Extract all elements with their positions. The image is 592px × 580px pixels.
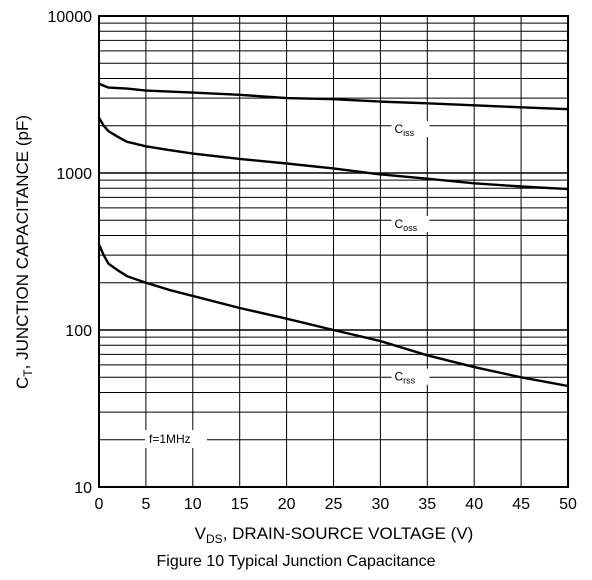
- series-label-bg: [391, 121, 430, 138]
- x-tick-label: 25: [325, 496, 343, 513]
- y-tick-labels: 10 100 1000 10000: [48, 9, 93, 497]
- y-axis-title-main: C: [13, 377, 32, 389]
- grid-lines: [99, 16, 568, 487]
- series-label-bg: [391, 368, 430, 385]
- frequency-note-text: f=1MHz: [149, 432, 191, 446]
- series-line-ciss: [97, 82, 570, 111]
- x-axis-title-rest: , DRAIN-SOURCE VOLTAGE (V): [223, 524, 474, 543]
- x-tick-label: 50: [559, 496, 577, 513]
- y-tick-label: 10: [74, 480, 92, 497]
- x-tick-labels: 0 5 10 15 20 25 30 35 40 45 50: [95, 496, 577, 513]
- series-label-coss: Coss: [394, 217, 417, 233]
- x-tick-label: 40: [465, 496, 483, 513]
- x-tick-label: 35: [418, 496, 436, 513]
- y-tick-label: 100: [65, 323, 92, 340]
- x-axis-title: VDS, DRAIN-SOURCE VOLTAGE (V): [195, 524, 474, 546]
- series-line-coss: [97, 116, 570, 191]
- x-tick-label: 5: [141, 496, 150, 513]
- plot-frame: [98, 15, 569, 488]
- x-tick-label: 15: [231, 496, 249, 513]
- capacitance-chart: 0 5 10 15 20 25 30 35 40 45 50 10 100 1000 10000 Ciss…: [13, 9, 577, 546]
- figure-caption: Figure 10 Typical Junction Capacitance: [156, 553, 436, 570]
- series-line-crss: [97, 243, 570, 388]
- x-tick-label: 30: [372, 496, 390, 513]
- series-label-bg: [391, 215, 430, 232]
- series-curves: [97, 82, 570, 388]
- x-tick-label: 0: [95, 496, 104, 513]
- series-labels: Ciss Coss Crss: [391, 121, 430, 386]
- frequency-note-bg: [145, 430, 207, 448]
- x-tick-label: 20: [278, 496, 296, 513]
- x-axis-title-sub: DS: [206, 532, 223, 546]
- frequency-note: f=1MHz: [145, 430, 207, 448]
- y-tick-label: 10000: [48, 9, 93, 26]
- y-axis-title-rest: , JUNCTION CAPACITANCE (pF): [13, 115, 32, 369]
- series-label-ciss: Ciss: [394, 122, 414, 138]
- x-tick-label: 10: [184, 496, 202, 513]
- series-label-crss: Crss: [394, 370, 415, 386]
- y-tick-label: 1000: [56, 166, 92, 183]
- x-axis-title-main: V: [195, 524, 207, 543]
- y-axis-title: CT, JUNCTION CAPACITANCE (pF): [13, 115, 35, 389]
- x-tick-label: 45: [512, 496, 530, 513]
- y-axis-title-sub: T: [21, 369, 35, 377]
